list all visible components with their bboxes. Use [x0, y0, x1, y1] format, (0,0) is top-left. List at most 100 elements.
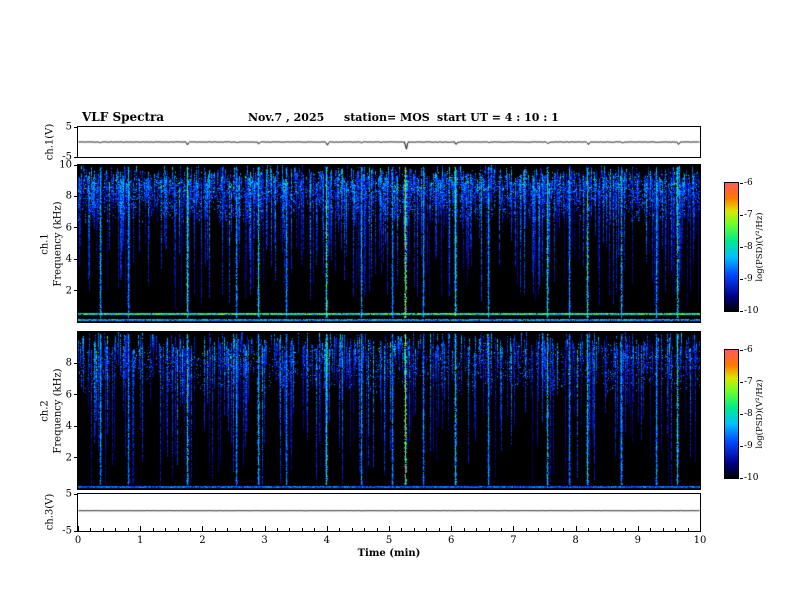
- x-minor-tick-mark: [488, 528, 490, 531]
- colorbar-tick-mark: [740, 278, 743, 280]
- x-minor-tick-mark: [376, 528, 378, 531]
- x-minor-tick-mark: [612, 528, 614, 531]
- colorbar-tick-label: -6: [744, 178, 753, 188]
- x-minor-tick-mark: [538, 528, 540, 531]
- y-tick-label: -5: [62, 151, 72, 163]
- x-tick-label: 6: [448, 535, 455, 546]
- x-minor-tick-mark: [90, 528, 92, 531]
- x-minor-tick-mark: [289, 528, 291, 531]
- ch1-voltage-axis-label: ch.1(V): [44, 123, 56, 161]
- x-minor-tick-mark: [364, 528, 366, 531]
- x-minor-tick-mark: [115, 528, 117, 531]
- y-tick-mark: [74, 195, 78, 197]
- start-ut-label: start UT = 4 : 10 : 1: [437, 111, 559, 124]
- y-tick-mark: [74, 126, 78, 128]
- x-minor-tick-mark: [563, 528, 565, 531]
- colorbar-tick-mark: [740, 246, 743, 248]
- y-tick-mark: [74, 156, 78, 158]
- figure-title: VLF Spectra: [82, 110, 165, 124]
- y-tick-mark: [74, 362, 78, 364]
- x-tick-mark: [637, 526, 639, 531]
- y-tick-mark: [74, 457, 78, 459]
- colorbar-tick-label: -7: [744, 377, 753, 387]
- ch1-voltage-panel: [77, 126, 701, 158]
- x-minor-tick-mark: [277, 528, 279, 531]
- x-minor-tick-mark: [339, 528, 341, 531]
- y-tick-label: 2: [65, 285, 72, 297]
- y-tick-label: 5: [65, 121, 72, 133]
- x-minor-tick-mark: [476, 528, 478, 531]
- y-tick-label: 8: [65, 190, 72, 202]
- x-tick-mark: [140, 526, 142, 531]
- ch1-spectrogram-panel: [77, 164, 701, 323]
- x-tick-mark: [575, 526, 577, 531]
- x-tick-label: 2: [199, 535, 206, 546]
- ch1-channel-label: ch.1: [39, 233, 51, 255]
- colorbar-tick-label: -9: [744, 441, 753, 451]
- ch1-spectrogram-canvas: [78, 165, 700, 322]
- x-minor-tick-mark: [214, 528, 216, 531]
- ch1-frequency-axis-label: Frequency (kHz): [52, 201, 64, 287]
- x-tick-mark: [264, 526, 266, 531]
- x-minor-tick-mark: [177, 528, 179, 531]
- colorbar-tick-label: -8: [744, 409, 753, 419]
- x-tick-label: 0: [74, 535, 82, 546]
- x-minor-tick-mark: [301, 528, 303, 531]
- y-tick-label: 5: [65, 488, 72, 500]
- x-minor-tick-mark: [438, 528, 440, 531]
- x-tick-label: 4: [323, 535, 330, 546]
- colorbar-tick-mark: [740, 413, 743, 415]
- y-tick-mark: [74, 425, 78, 427]
- colorbar-ch2: [724, 349, 739, 479]
- y-tick-mark: [74, 290, 78, 292]
- colorbar-tick-label: -7: [744, 210, 753, 220]
- ch2-channel-label: ch.2: [39, 400, 51, 422]
- colorbar-tick-label: -8: [744, 242, 753, 252]
- colorbar-ch2-label: log(PSD)(V²/Hz): [755, 379, 765, 449]
- x-minor-tick-mark: [165, 528, 167, 531]
- ch2-spectrogram-panel: [77, 331, 701, 490]
- ch3-voltage-waveform-canvas: [78, 494, 700, 531]
- ch1-voltage-waveform-canvas: [78, 127, 700, 157]
- y-tick-mark: [74, 530, 78, 532]
- x-minor-tick-mark: [351, 528, 353, 531]
- x-tick-label: 1: [137, 535, 144, 546]
- x-tick-mark: [513, 526, 515, 531]
- colorbar-tick-label: -10: [744, 473, 759, 483]
- y-tick-mark: [74, 493, 78, 495]
- ch2-frequency-axis-label: Frequency (kHz): [52, 368, 64, 454]
- x-tick-mark: [700, 526, 701, 531]
- y-tick-label: 8: [65, 357, 72, 369]
- x-minor-tick-mark: [662, 528, 664, 531]
- x-tick-mark: [389, 526, 390, 531]
- x-minor-tick-mark: [401, 528, 403, 531]
- x-minor-tick-mark: [102, 528, 104, 531]
- x-minor-tick-mark: [588, 528, 590, 531]
- x-tick-label: 10: [693, 535, 707, 546]
- y-tick-label: 4: [65, 420, 72, 432]
- x-minor-tick-mark: [675, 528, 677, 531]
- x-minor-tick-mark: [252, 528, 254, 531]
- x-tick-label: 3: [261, 535, 268, 546]
- y-tick-mark: [74, 227, 78, 229]
- colorbar-ch1: [724, 182, 739, 312]
- y-tick-label: 4: [65, 253, 72, 265]
- y-tick-mark: [74, 164, 78, 166]
- x-minor-tick-mark: [525, 528, 527, 531]
- x-tick-mark: [451, 526, 453, 531]
- y-tick-label: 2: [65, 452, 72, 464]
- x-tick-mark: [326, 526, 328, 531]
- x-minor-tick-mark: [500, 528, 502, 531]
- x-minor-tick-mark: [650, 528, 652, 531]
- x-tick-label: 9: [634, 535, 641, 546]
- y-tick-mark: [74, 394, 78, 396]
- x-minor-tick-mark: [152, 528, 154, 531]
- x-tick-mark: [78, 526, 79, 531]
- x-tick-label: 8: [572, 535, 579, 546]
- time-axis-label: Time (min): [357, 548, 421, 559]
- colorbar-tick-label: -9: [744, 274, 753, 284]
- x-minor-tick-mark: [600, 528, 602, 531]
- x-minor-tick-mark: [550, 528, 552, 531]
- colorbar-tick-mark: [740, 445, 743, 447]
